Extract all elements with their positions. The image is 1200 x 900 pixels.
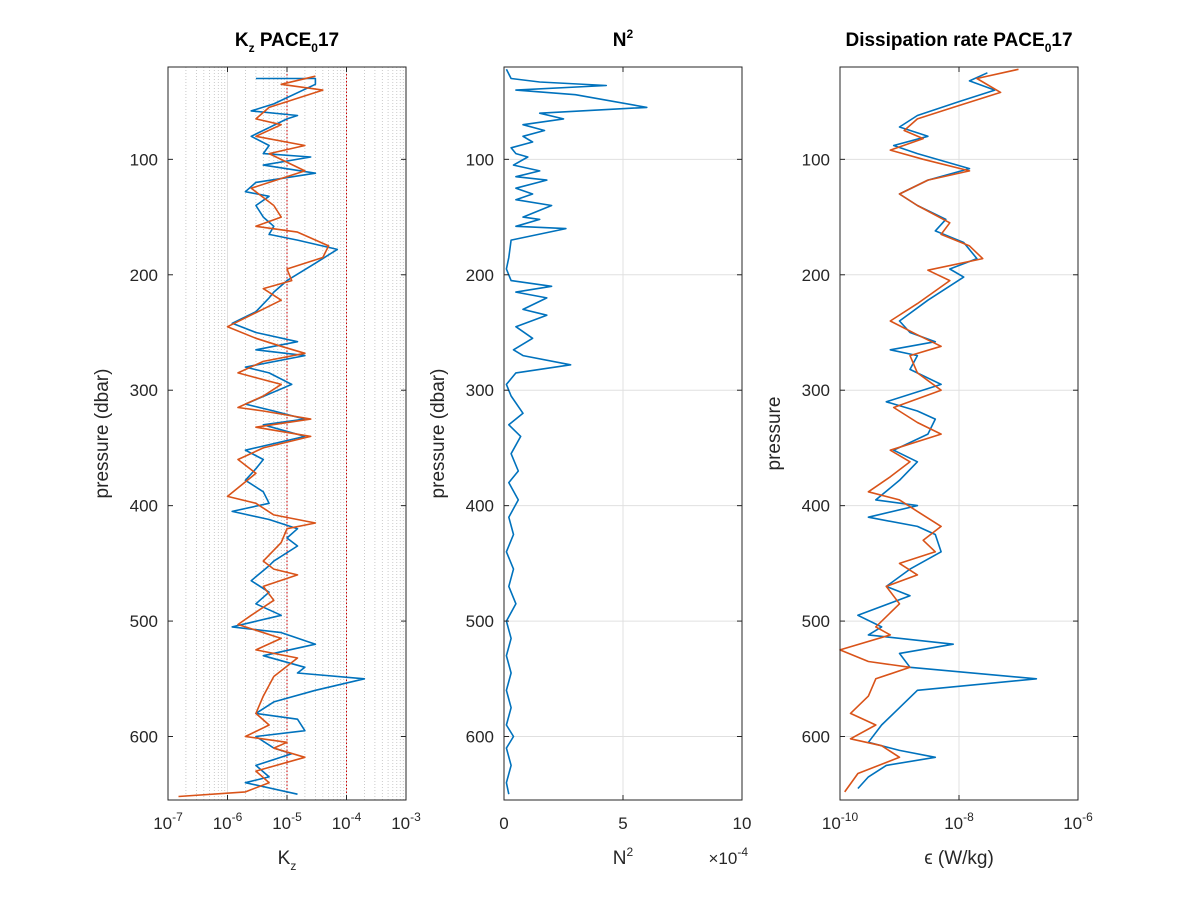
title-subscript: z [249, 41, 255, 55]
x-tick-label: 0 [499, 814, 508, 833]
series-line-2 [839, 68, 1019, 793]
tick-exponent: -6 [232, 810, 243, 824]
tick-exponent: -3 [410, 810, 421, 824]
y-tick-label: 200 [466, 266, 494, 285]
x-tick-label: 10-5 [272, 810, 302, 833]
x-tick-label: 10-8 [944, 810, 974, 833]
x-tick-label: 5 [618, 814, 627, 833]
y-tick-label: 300 [130, 381, 158, 400]
x-axis-multiplier: ×10-4 [708, 845, 748, 868]
y-tick-label: 600 [466, 728, 494, 747]
y-tick-label: 600 [802, 728, 830, 747]
series-line-1 [231, 77, 366, 795]
series-line-1 [505, 68, 648, 795]
x-tick-label: 10-6 [213, 810, 243, 833]
chart-title: N2 [613, 27, 634, 51]
title-text: K [235, 30, 249, 51]
x-tick-label: 10-6 [1063, 810, 1093, 833]
y-tick-label: 400 [130, 497, 158, 516]
chart-title: Kz PACE017 [235, 30, 339, 55]
y-tick-label: 500 [466, 612, 494, 631]
x-tick-label: 10-3 [391, 810, 421, 833]
tick-base: 10 [822, 814, 841, 833]
y-tick-label: 200 [130, 266, 158, 285]
y-axis-label: pressure [764, 397, 785, 471]
y-tick-label: 500 [802, 612, 830, 631]
xlabel-text: N [613, 848, 627, 869]
y-tick-label: 300 [466, 381, 494, 400]
tick-exponent: -6 [1082, 810, 1093, 824]
y-axis-label: pressure (dbar) [92, 369, 113, 499]
y-tick-label: 200 [802, 266, 830, 285]
series-line-1 [857, 72, 1038, 790]
y-tick-label: 600 [130, 728, 158, 747]
title-text: Dissipation rate PACE [845, 30, 1044, 51]
xlabel-superscript: 2 [627, 845, 634, 859]
title-superscript: 2 [627, 27, 634, 41]
grid [839, 67, 1079, 800]
tick-base: 10 [153, 814, 172, 833]
tick-base: 10 [213, 814, 232, 833]
x-axis-label: ϵ (W/kg) [924, 848, 994, 869]
y-tick-label: 400 [466, 497, 494, 516]
y-tick-label: 300 [802, 381, 830, 400]
tick-exponent: -5 [291, 810, 302, 824]
x-axis-label: Kz [278, 848, 297, 873]
y-tick-label: 100 [130, 150, 158, 169]
tick-exponent: -4 [351, 810, 362, 824]
title-subscript: 0 [1045, 41, 1052, 55]
x-tick-label: 10-10 [822, 810, 859, 833]
x-axis-label: N2 [613, 845, 634, 869]
chart-title: Dissipation rate PACE017 [845, 30, 1072, 55]
tick-base: 10 [1063, 814, 1082, 833]
tick-exponent: -10 [841, 810, 859, 824]
x-tick-label: 10 [733, 814, 752, 833]
title-text: N [613, 30, 627, 51]
multiplier-base: ×10 [708, 849, 737, 868]
title-text: PACE [255, 30, 312, 51]
tick-exponent: -8 [963, 810, 974, 824]
xlabel-subscript: z [290, 859, 296, 873]
tick-base: 10 [391, 814, 410, 833]
grid [503, 67, 743, 800]
xlabel-text: K [278, 848, 291, 869]
tick-base: 10 [944, 814, 963, 833]
title-text: 17 [318, 30, 339, 51]
multiplier-exponent: -4 [737, 845, 748, 859]
tick-base: 10 [332, 814, 351, 833]
y-tick-label: 100 [466, 150, 494, 169]
tick-base: 10 [272, 814, 291, 833]
y-tick-label: 400 [802, 497, 830, 516]
series-line-2 [178, 75, 330, 798]
title-subscript: 0 [311, 41, 318, 55]
y-tick-label: 100 [802, 150, 830, 169]
tick-exponent: -7 [172, 810, 183, 824]
x-tick-label: 10-4 [332, 810, 362, 833]
y-axis-label: pressure (dbar) [428, 369, 449, 499]
y-tick-label: 500 [130, 612, 158, 631]
title-text: 17 [1051, 30, 1072, 51]
x-tick-label: 10-7 [153, 810, 183, 833]
